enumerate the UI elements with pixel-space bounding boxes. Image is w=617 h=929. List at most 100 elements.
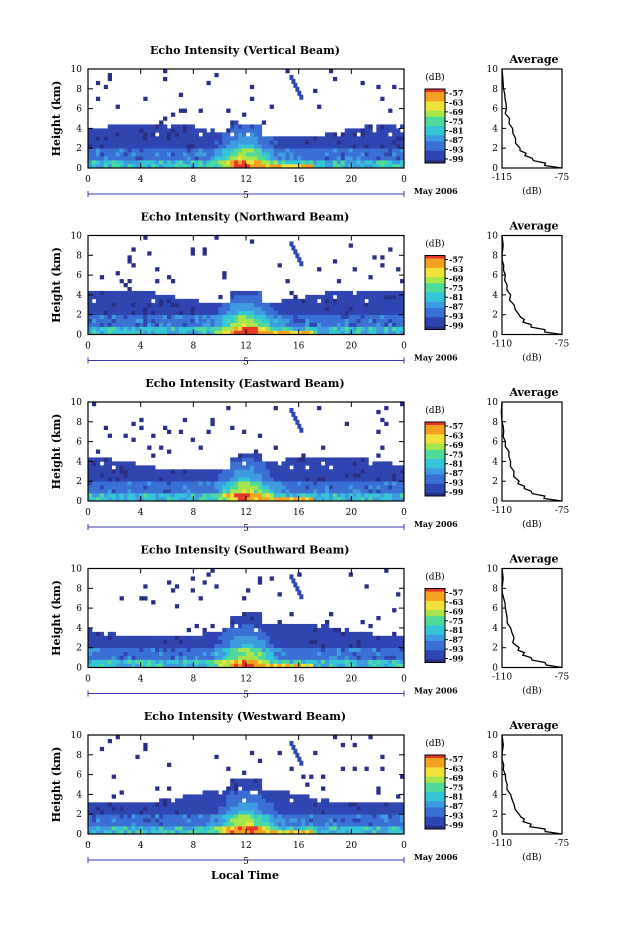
heatmap-cell	[91, 326, 97, 331]
heatmap-cell	[198, 485, 203, 490]
heatmap-cell	[202, 635, 207, 641]
heatmap-cell	[299, 760, 304, 766]
heatmap-cell	[159, 810, 164, 815]
heatmap-cell	[147, 477, 152, 482]
heatmap-cell	[344, 298, 349, 304]
heatmap-cell	[214, 132, 219, 137]
heatmap-cell	[392, 148, 397, 153]
heatmap-cell	[99, 746, 105, 752]
heatmap-cell	[368, 469, 373, 474]
heatmap-cell	[190, 576, 195, 581]
heatmap-cell	[289, 826, 294, 831]
heatmap-cell	[234, 298, 239, 304]
heatmap-cell	[151, 818, 156, 823]
heatmap-cell	[107, 818, 112, 823]
heatmap-cell	[222, 802, 227, 807]
heatmap-cell	[285, 631, 290, 637]
heatmap-cell	[257, 465, 263, 470]
heatmap-cell	[297, 756, 302, 762]
heatmap-cell	[285, 659, 290, 664]
heatmap-cell	[238, 782, 243, 787]
heatmap-cell	[261, 493, 267, 498]
heatmap-cell	[111, 302, 116, 308]
heatmap-cell	[380, 294, 385, 300]
heatmap-cell	[364, 631, 369, 637]
heatmap-cell	[291, 744, 296, 750]
heatmap-cell	[325, 136, 330, 141]
heatmap-cell	[147, 160, 152, 165]
heatmap-cell	[135, 322, 140, 327]
heatmap-cell	[155, 659, 160, 664]
heatmap-cell	[238, 826, 243, 831]
heatmap-cell	[194, 659, 199, 664]
colorbar-tick-label: -99	[449, 487, 464, 497]
heatmap-cell	[167, 580, 172, 585]
heatmap-cell	[364, 160, 369, 165]
heatmap-cell	[103, 659, 109, 664]
heatmap-cell	[210, 493, 215, 498]
heatmap-cell	[309, 310, 314, 315]
colorbar-segment	[425, 628, 445, 632]
heatmap-cell	[281, 826, 286, 831]
heatmap-cell	[182, 830, 188, 835]
heatmap-cell	[226, 318, 231, 323]
colorbar-segment	[425, 307, 445, 312]
heatmap-cell	[273, 663, 278, 668]
heatmap-cell	[159, 655, 164, 660]
heatmap-cell	[253, 818, 259, 823]
colorbar-segment	[425, 477, 445, 481]
heatmap-cell	[155, 822, 160, 827]
heatmap-cell	[273, 156, 278, 161]
heatmap-cell	[119, 647, 124, 652]
heatmap-cell	[388, 651, 393, 656]
heatmap-cell	[368, 318, 373, 323]
heatmap-cell	[226, 497, 231, 502]
heatmap-cell	[194, 802, 199, 807]
heatmap-cell	[380, 124, 385, 129]
heatmap-cell	[364, 639, 369, 645]
heatmap-cell	[297, 627, 302, 633]
heatmap-cell	[309, 627, 314, 633]
heatmap-cell	[88, 310, 93, 315]
heatmap-cell	[135, 802, 140, 807]
heatmap-cell	[238, 160, 243, 165]
heatmap-cell	[281, 651, 286, 656]
heatmap-cell	[155, 279, 160, 284]
heatmap-cell	[163, 659, 168, 664]
heatmap-cell	[277, 322, 282, 327]
heatmap-cell	[88, 164, 93, 169]
heatmap-cell	[360, 314, 365, 319]
heatmap-cell	[336, 294, 342, 300]
heatmap-cell	[214, 148, 219, 153]
heatmap-cell	[123, 306, 128, 312]
heatmap-cell	[313, 663, 318, 668]
heatmap-cell	[103, 635, 109, 641]
y-tick-label: 10	[71, 398, 83, 408]
heatmap-cell	[309, 477, 314, 482]
heatmap-cell	[238, 651, 243, 656]
heatmap-cell	[159, 806, 164, 811]
colorbar-segment	[425, 320, 445, 324]
heatmap-cell	[289, 612, 294, 617]
heatmap-cell	[297, 651, 302, 656]
heatmap-cell	[289, 314, 294, 319]
heatmap-cell	[301, 659, 306, 664]
heatmap-cell	[115, 481, 120, 486]
heatmap-cell	[253, 148, 259, 153]
heatmap-cell	[273, 314, 278, 319]
heatmap-cell	[103, 473, 109, 478]
profile-frame	[501, 734, 563, 835]
heatmap-cell	[155, 124, 160, 129]
heatmap-cell	[384, 497, 389, 502]
heatmap-cell	[107, 330, 112, 335]
heatmap-cell	[242, 156, 247, 161]
heatmap-cell	[194, 822, 199, 827]
heatmap-cell	[218, 806, 223, 811]
heatmap-cell	[139, 655, 144, 660]
heatmap-cell	[123, 647, 128, 652]
heatmap-cell	[372, 651, 377, 656]
heatmap-cell	[167, 806, 172, 811]
heatmap-cell	[340, 647, 346, 652]
heatmap-cell	[127, 294, 132, 300]
heatmap-cell	[202, 326, 207, 331]
